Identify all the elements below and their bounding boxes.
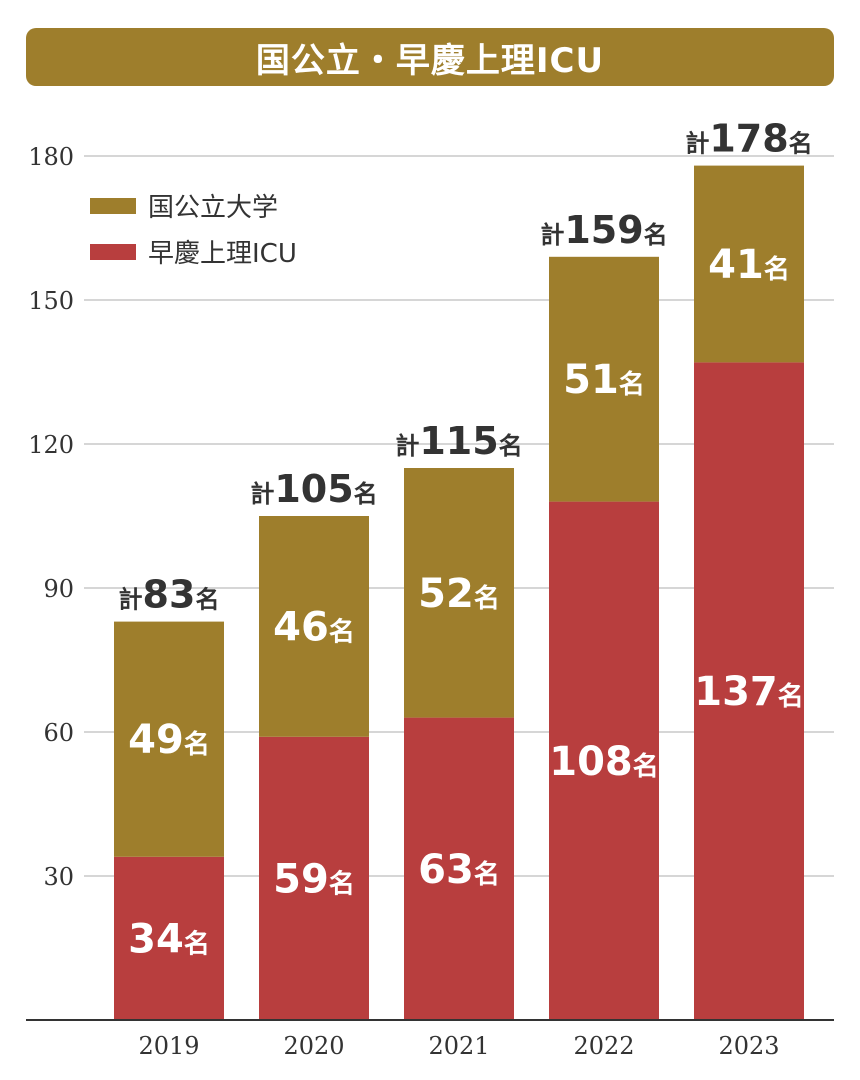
total-value: 105 [274, 467, 353, 511]
segment-value: 46 [273, 604, 329, 650]
segment-label: 59名 [273, 856, 355, 902]
segment-unit: 名 [633, 751, 659, 782]
y-tick-label: 120 [28, 431, 74, 459]
total-value: 115 [419, 419, 498, 463]
total-unit: 名 [644, 221, 668, 249]
bar-segment-kokkoritsu [259, 516, 369, 737]
bar-segment-sokei [259, 736, 369, 1020]
legend-label: 国公立大学 [148, 193, 278, 223]
segment-unit: 名 [764, 254, 790, 285]
total-unit: 名 [499, 432, 523, 460]
segment-unit: 名 [778, 681, 804, 712]
legend-swatch [90, 198, 136, 214]
segment-unit: 名 [184, 729, 210, 760]
bars [114, 165, 804, 1021]
total-prefix: 計 [395, 432, 419, 460]
segment-label: 137名 [694, 669, 804, 715]
x-tick-label: 2020 [283, 1032, 344, 1060]
bar-segment-kokkoritsu [694, 165, 804, 363]
total-label: 計178名 [685, 117, 812, 161]
total-unit: 名 [354, 480, 378, 508]
segment-unit: 名 [474, 859, 500, 890]
segment-label: 34名 [128, 916, 210, 962]
bar-segment-kokkoritsu [549, 256, 659, 502]
bar-segment-sokei [114, 856, 224, 1020]
total-label: 計105名 [250, 467, 377, 511]
segment-label: 52名 [418, 571, 500, 617]
segment-value: 63 [418, 847, 474, 893]
segment-unit: 名 [184, 928, 210, 959]
bar-segment-kokkoritsu [404, 468, 514, 718]
segment-label: 51名 [563, 357, 645, 403]
segment-unit: 名 [619, 369, 645, 400]
legend-label: 早慶上理ICU [148, 239, 297, 269]
y-tick-label: 30 [43, 863, 74, 891]
total-unit: 名 [195, 586, 219, 614]
y-axis-ticks: 30 60 90 120 150 180 [28, 143, 74, 891]
segment-label: 108名 [549, 739, 659, 785]
segment-value: 137 [694, 669, 778, 715]
segment-value: 34 [128, 916, 184, 962]
x-tick-label: 2022 [573, 1032, 634, 1060]
segment-unit: 名 [474, 583, 500, 614]
y-tick-label: 180 [28, 143, 74, 171]
segment-value: 49 [128, 717, 184, 763]
bar-segment-sokei [549, 501, 659, 1021]
segment-label: 46名 [273, 604, 355, 650]
y-tick-label: 90 [43, 575, 74, 603]
total-prefix: 計 [250, 480, 274, 508]
total-label: 計159名 [540, 208, 667, 252]
segment-value: 108 [549, 739, 633, 785]
bar-segment-sokei [404, 717, 514, 1020]
segment-value: 41 [708, 242, 764, 288]
total-label: 計83名 [119, 573, 220, 617]
legend-swatch [90, 244, 136, 260]
x-tick-label: 2019 [138, 1032, 199, 1060]
y-tick-label: 60 [43, 719, 74, 747]
segment-unit: 名 [329, 868, 355, 899]
total-prefix: 計 [119, 586, 143, 614]
x-tick-label: 2023 [718, 1032, 779, 1060]
total-unit: 名 [789, 130, 813, 158]
segment-label: 41名 [708, 242, 790, 288]
total-value: 83 [143, 573, 196, 617]
segment-label: 49名 [128, 717, 210, 763]
bar-segment-sokei [694, 362, 804, 1020]
total-label: 計115名 [395, 419, 522, 463]
segment-unit: 名 [329, 616, 355, 647]
bar-segment-kokkoritsu [114, 621, 224, 857]
x-tick-label: 2021 [428, 1032, 489, 1060]
segment-label: 63名 [418, 847, 500, 893]
y-tick-label: 150 [28, 287, 74, 315]
total-prefix: 計 [540, 221, 564, 249]
segment-value: 51 [563, 357, 619, 403]
segment-value: 52 [418, 571, 474, 617]
total-prefix: 計 [685, 130, 709, 158]
chart-title: 国公立・早慶上理ICU [26, 28, 834, 86]
bar-labels: 34名49名計83名59名46名計105名63名52名計115名108名51名計… [119, 117, 813, 963]
total-value: 178 [709, 117, 788, 161]
segment-value: 59 [273, 856, 329, 902]
x-axis-ticks: 2019 2020 2021 2022 2023 [138, 1032, 779, 1060]
total-value: 159 [564, 208, 643, 252]
